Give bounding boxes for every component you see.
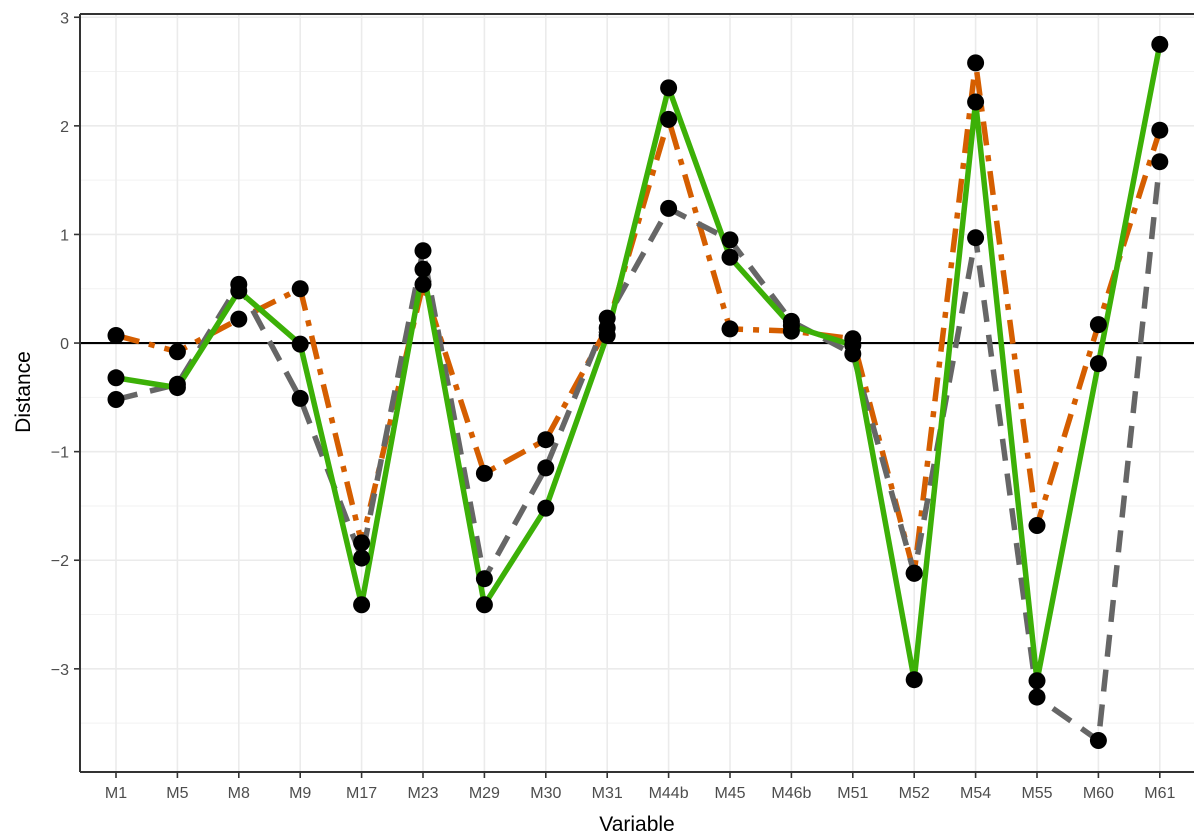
data-point-series-3 [168,379,186,397]
data-point-series-3 [967,93,985,111]
data-point-series-1 [1028,516,1046,534]
data-point-series-3 [660,79,678,97]
plot-panel [80,14,1194,772]
data-point-series-1 [475,464,493,482]
x-tick-label: M54 [960,785,991,802]
series-line-1 [115,60,1163,577]
x-tick-label: M60 [1083,785,1114,802]
data-point-series-2 [475,570,493,588]
data-point-series-2 [660,199,678,217]
data-point-series-2 [1028,688,1046,706]
data-point-series-1 [168,343,186,361]
data-point-series-3 [1151,35,1169,53]
data-point-series-2 [1151,153,1169,171]
data-point-series-2 [414,242,432,260]
y-tick-label: 0 [60,336,69,353]
y-tick-label: −1 [51,445,69,462]
x-tick-label: M51 [837,785,868,802]
data-point-series-2 [353,549,371,567]
data-point-series-3 [1028,672,1046,690]
data-point-series-2 [1089,732,1107,750]
tick-labels: −3 −2 −1 0 1 2 3 M1 M5 M8 M9 M17 M23 M29 M30 M31 M44b M45… [51,10,1176,802]
data-point-series-1 [721,320,739,338]
data-point-series-2 [598,309,616,327]
x-tick-label: M44b [649,785,689,802]
series-points [107,35,1169,750]
data-point-series-2 [537,459,555,477]
x-tick-label: M23 [407,785,438,802]
series-line-2 [115,161,1163,744]
series-line-3 [115,43,1163,684]
data-point-series-1 [967,54,985,72]
data-point-series-1 [107,326,125,344]
data-point-series-1 [414,275,432,293]
data-point-series-2 [107,391,125,409]
data-point-series-3 [475,596,493,614]
data-point-series-2 [291,389,309,407]
data-point-series-3 [844,336,862,354]
x-tick-label: M52 [899,785,930,802]
data-point-series-3 [721,248,739,266]
data-point-series-3 [107,369,125,387]
data-point-series-3 [414,260,432,278]
data-point-series-1 [537,431,555,449]
x-tick-label: M45 [714,785,745,802]
data-point-series-1 [1151,121,1169,139]
data-point-series-2 [905,564,923,582]
data-point-series-1 [230,310,248,328]
x-tick-label: M5 [166,785,188,802]
y-axis-title: Distance [12,351,35,433]
x-tick-label: M55 [1021,785,1052,802]
axes [74,13,1194,778]
x-tick-label: M17 [346,785,377,802]
data-point-series-3 [782,317,800,335]
x-tick-label: M31 [592,785,623,802]
x-axis-title: Variable [599,813,675,835]
data-point-series-3 [1089,355,1107,373]
data-point-series-3 [905,671,923,689]
x-tick-label: M46b [771,785,811,802]
y-tick-label: −3 [51,662,69,679]
x-tick-label: M9 [289,785,311,802]
y-tick-label: 3 [60,10,69,27]
x-tick-label: M1 [105,785,127,802]
data-point-series-3 [537,499,555,517]
data-point-series-3 [598,326,616,344]
data-point-series-1 [660,110,678,128]
data-point-series-2 [967,229,985,247]
data-point-series-3 [230,282,248,300]
x-tick-label: M61 [1144,785,1175,802]
data-point-series-1 [1089,316,1107,334]
data-point-series-1 [291,280,309,298]
x-tick-label: M30 [530,785,561,802]
y-tick-label: 1 [60,227,69,244]
data-point-series-3 [353,596,371,614]
y-tick-label: −2 [51,553,69,570]
data-point-series-1 [353,534,371,552]
data-point-series-2 [721,231,739,249]
x-tick-label: M8 [228,785,250,802]
series-lines [115,43,1163,744]
y-tick-label: 2 [60,119,69,136]
data-point-series-3 [291,335,309,353]
x-tick-label: M29 [469,785,500,802]
